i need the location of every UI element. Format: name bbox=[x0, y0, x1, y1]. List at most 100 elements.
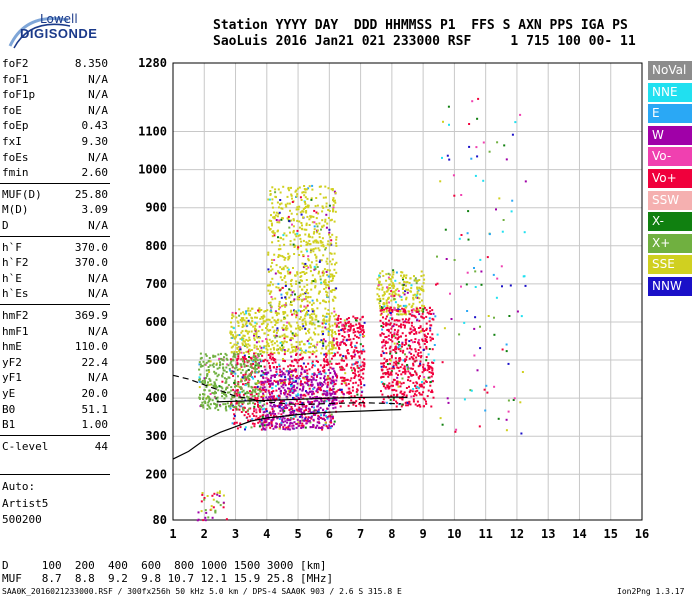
echo-point bbox=[256, 336, 259, 339]
echo-point bbox=[424, 369, 427, 371]
echo-point bbox=[296, 334, 299, 337]
echo-point bbox=[428, 317, 431, 320]
echo-point bbox=[313, 268, 316, 271]
echo-point bbox=[298, 254, 301, 256]
echo-point bbox=[238, 308, 241, 311]
echo-point bbox=[308, 239, 311, 242]
echo-point bbox=[325, 394, 328, 397]
echo-point bbox=[209, 393, 212, 395]
echo-point bbox=[332, 355, 335, 358]
echo-point bbox=[263, 428, 266, 430]
echo-point bbox=[284, 328, 287, 331]
echo-point bbox=[315, 217, 318, 220]
echo-point bbox=[301, 271, 304, 274]
echo-point bbox=[245, 364, 248, 367]
echo-point bbox=[227, 364, 230, 367]
echo-point bbox=[331, 403, 334, 406]
echo-point bbox=[324, 421, 327, 424]
echo-point bbox=[312, 240, 315, 243]
echo-point bbox=[483, 388, 486, 391]
echo-point bbox=[278, 387, 280, 390]
echo-point bbox=[245, 338, 248, 341]
echo-point bbox=[279, 341, 282, 344]
echo-point bbox=[291, 197, 293, 200]
echo-point bbox=[305, 323, 308, 326]
echo-point bbox=[507, 410, 510, 413]
echo-point bbox=[213, 392, 216, 395]
echo-point bbox=[254, 330, 257, 333]
echo-point bbox=[384, 386, 387, 389]
echo-point bbox=[378, 295, 381, 298]
echo-point bbox=[240, 312, 242, 315]
echo-point bbox=[222, 372, 225, 375]
echo-point bbox=[295, 423, 298, 425]
echo-point bbox=[486, 256, 489, 259]
echo-point bbox=[336, 344, 339, 347]
echo-point bbox=[397, 362, 400, 365]
echo-point bbox=[345, 357, 348, 360]
echo-point bbox=[230, 321, 232, 324]
echo-point bbox=[235, 343, 238, 346]
echo-point bbox=[299, 401, 302, 404]
echo-point bbox=[405, 387, 408, 389]
echo-point bbox=[212, 355, 215, 358]
echo-point bbox=[260, 389, 263, 392]
echo-point bbox=[270, 220, 273, 222]
echo-point bbox=[242, 409, 245, 412]
echo-point bbox=[352, 403, 355, 406]
echo-point bbox=[404, 401, 407, 404]
echo-point bbox=[329, 242, 332, 245]
echo-point bbox=[385, 273, 388, 276]
echo-point bbox=[304, 292, 307, 295]
echo-point bbox=[405, 313, 408, 316]
echo-point bbox=[202, 396, 205, 399]
echo-point bbox=[396, 342, 399, 345]
echo-point bbox=[302, 191, 305, 194]
echo-point bbox=[295, 334, 298, 337]
echo-point bbox=[240, 380, 242, 383]
echo-point bbox=[300, 349, 303, 352]
echo-point bbox=[205, 386, 208, 388]
echo-point bbox=[278, 374, 281, 377]
echo-point bbox=[307, 407, 310, 410]
echo-point bbox=[337, 389, 340, 392]
echo-point bbox=[319, 381, 322, 384]
echo-point bbox=[329, 360, 332, 363]
echo-point bbox=[342, 323, 345, 326]
x-tick-label: 12 bbox=[510, 527, 524, 541]
echo-point bbox=[242, 375, 245, 378]
echo-point bbox=[245, 320, 248, 323]
echo-point bbox=[299, 388, 301, 391]
echo-point bbox=[395, 400, 398, 403]
echo-point bbox=[287, 365, 290, 368]
echo-point bbox=[241, 342, 244, 345]
echo-point bbox=[281, 347, 284, 350]
echo-point bbox=[223, 377, 226, 380]
echo-point bbox=[269, 379, 272, 382]
echo-point bbox=[265, 341, 268, 344]
echo-point bbox=[279, 266, 282, 269]
echo-point bbox=[425, 359, 428, 362]
echo-point bbox=[304, 207, 307, 209]
echo-point bbox=[422, 391, 425, 394]
echo-point bbox=[246, 390, 249, 393]
echo-point bbox=[203, 393, 206, 396]
echo-point bbox=[382, 372, 385, 375]
echo-point bbox=[265, 377, 268, 379]
echo-point bbox=[422, 282, 425, 285]
echo-point bbox=[272, 414, 275, 417]
echo-point bbox=[274, 336, 277, 339]
echo-point bbox=[290, 411, 293, 413]
x-tick-label: 3 bbox=[232, 527, 239, 541]
echo-point bbox=[393, 388, 396, 391]
echo-point bbox=[284, 360, 286, 363]
echo-point bbox=[309, 396, 312, 399]
echo-point bbox=[288, 428, 291, 431]
echo-point bbox=[249, 419, 252, 422]
echo-point bbox=[312, 331, 315, 334]
echo-point bbox=[254, 327, 256, 330]
echo-point bbox=[266, 284, 269, 287]
echo-point bbox=[325, 213, 328, 216]
echo-point bbox=[348, 338, 350, 341]
echo-point bbox=[282, 381, 285, 384]
